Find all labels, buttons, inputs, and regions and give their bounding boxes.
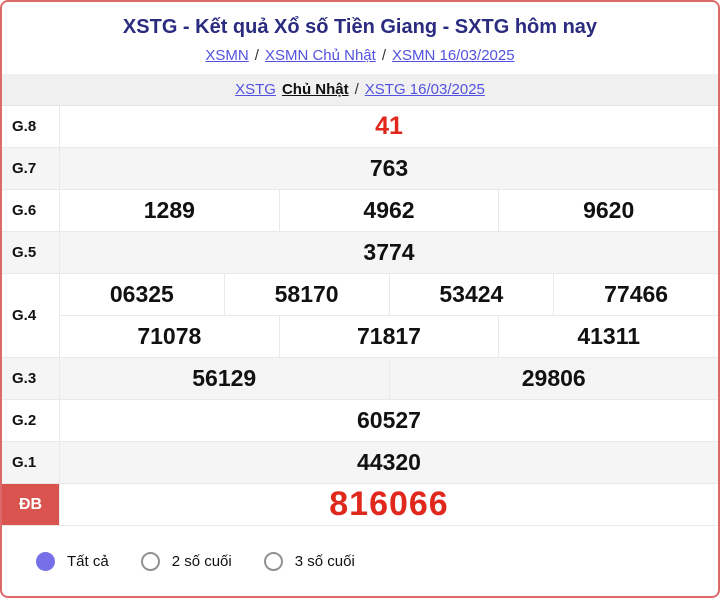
prize-number: 763: [369, 155, 409, 181]
page-title: XSTG - Kết quả Xổ số Tiền Giang - SXTG h…: [122, 16, 598, 38]
prize-row-db: ĐB 816066: [2, 484, 718, 526]
prize-label: G.7: [2, 148, 60, 189]
breadcrumb-link-xstg-date[interactable]: XSTG 16/03/2025: [364, 81, 485, 98]
radio-option-all[interactable]: Tất cả: [36, 551, 109, 571]
breadcrumb-link-xsmn-date[interactable]: XSMN 16/03/2025: [391, 47, 515, 64]
prize-number: 1289: [143, 197, 195, 223]
prize-number: 41311: [498, 316, 718, 357]
radio-label: 3 số cuối: [294, 552, 355, 570]
prize-number: 44320: [357, 449, 421, 475]
breadcrumb-separator: /: [381, 47, 386, 64]
prize-row-g3: G.3 56129 29806: [2, 358, 718, 400]
prize-label-special: ĐB: [2, 484, 60, 525]
prize-label: G.4: [2, 274, 60, 357]
prize-number: 29806: [388, 358, 719, 399]
breadcrumb-link-xstg[interactable]: XSTG: [235, 81, 276, 98]
display-mode-options: Tất cả 2 số cuối 3 số cuối: [2, 526, 718, 596]
prize-row-g8: G.8 41: [2, 106, 718, 148]
prize-row-g6: G.6 1289 4962 9620: [2, 190, 718, 232]
radio-unselected-icon[interactable]: [140, 551, 160, 571]
prize-label: G.2: [2, 400, 60, 441]
prize-label: G.5: [2, 232, 60, 273]
radio-selected-icon[interactable]: [36, 551, 55, 571]
radio-option-last-2-digits[interactable]: 2 số cuối: [140, 551, 232, 571]
radio-unselected-icon[interactable]: [263, 551, 283, 571]
breadcrumb-xsmn: XSMN / XSMN Chủ Nhật / XSMN 16/03/2025: [2, 47, 718, 74]
prize-number: 3774: [363, 239, 415, 265]
prize-row-g7: G.7 763: [2, 148, 718, 190]
prize-row-g4: G.4 06325 58170 53424 77466 71078 71817 …: [2, 274, 718, 358]
results-table: G.8 41 G.7 763 G.6 1289 4962 9620 G.5 37…: [2, 106, 718, 526]
prize-label: G.8: [2, 106, 60, 147]
header: XSTG - Kết quả Xổ số Tiền Giang - SXTG h…: [2, 2, 718, 74]
prize-number: 56129: [192, 365, 257, 391]
prize-number: 71078: [137, 323, 202, 349]
prize-number: 41: [375, 112, 403, 140]
breadcrumb-link-xsmn-chu-nhat[interactable]: XSMN Chủ Nhật: [264, 47, 376, 64]
prize-row-g2: G.2 60527: [2, 400, 718, 442]
breadcrumb-separator: /: [254, 47, 259, 64]
prize-label: G.6: [2, 190, 60, 231]
breadcrumb-link-xsmn[interactable]: XSMN: [205, 47, 249, 64]
prize-number: 4962: [278, 190, 499, 231]
prize-number: 71817: [278, 316, 499, 357]
prize-number: 77466: [553, 274, 718, 315]
prize-number: 58170: [223, 274, 389, 315]
prize-number-special: 816066: [329, 485, 449, 523]
prize-label: G.3: [2, 358, 60, 399]
breadcrumb-separator: /: [354, 81, 359, 98]
prize-number: 53424: [388, 274, 554, 315]
breadcrumb-current-day: Chủ Nhật: [281, 81, 349, 98]
prize-row-g5: G.5 3774: [2, 232, 718, 274]
prize-row-g1: G.1 44320: [2, 442, 718, 484]
breadcrumb-xstg-band: XSTG Chủ Nhật / XSTG 16/03/2025: [2, 74, 718, 106]
prize-number: 06325: [109, 281, 174, 307]
radio-label: Tất cả: [67, 552, 109, 570]
radio-option-last-3-digits[interactable]: 3 số cuối: [263, 551, 355, 571]
radio-label: 2 số cuối: [171, 552, 232, 570]
prize-number: 60527: [357, 407, 421, 433]
prize-number: 9620: [498, 190, 718, 231]
prize-label: G.1: [2, 442, 60, 483]
